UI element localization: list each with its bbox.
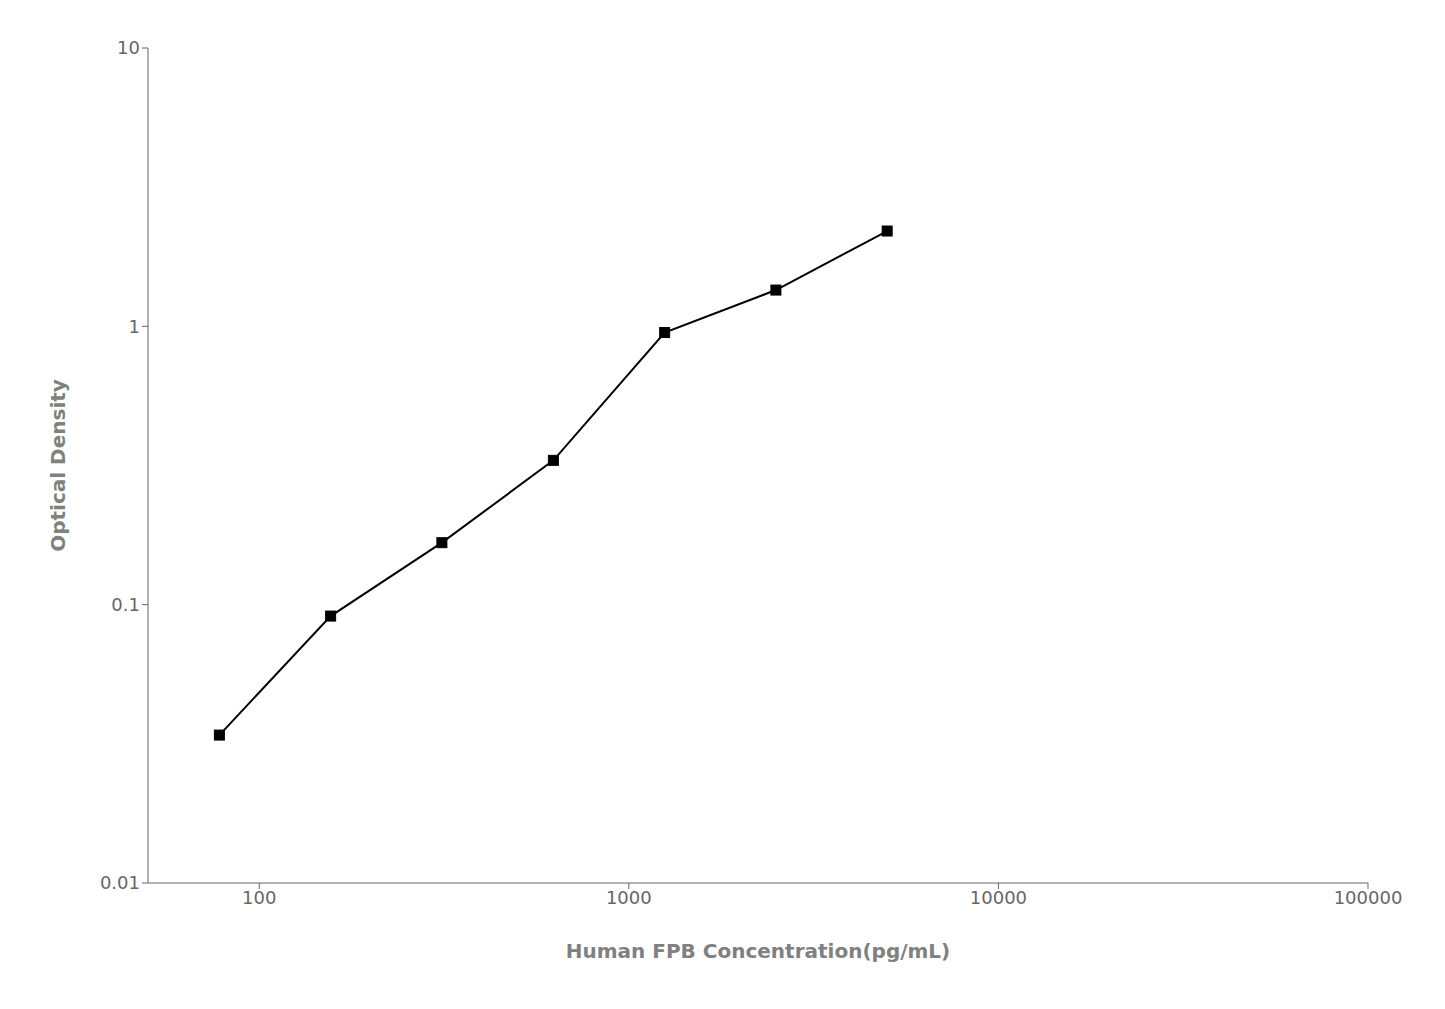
svg-text:100: 100: [242, 887, 276, 908]
svg-text:10: 10: [117, 37, 140, 58]
svg-text:0.01: 0.01: [100, 872, 140, 893]
svg-text:10000: 10000: [970, 887, 1027, 908]
svg-text:0.1: 0.1: [111, 594, 140, 615]
svg-text:100000: 100000: [1334, 887, 1403, 908]
svg-text:Optical Density: Optical Density: [46, 379, 70, 552]
svg-text:Human FPB Concentration(pg/mL): Human FPB Concentration(pg/mL): [566, 939, 950, 963]
svg-text:1000: 1000: [606, 887, 652, 908]
svg-text:1: 1: [129, 316, 140, 337]
